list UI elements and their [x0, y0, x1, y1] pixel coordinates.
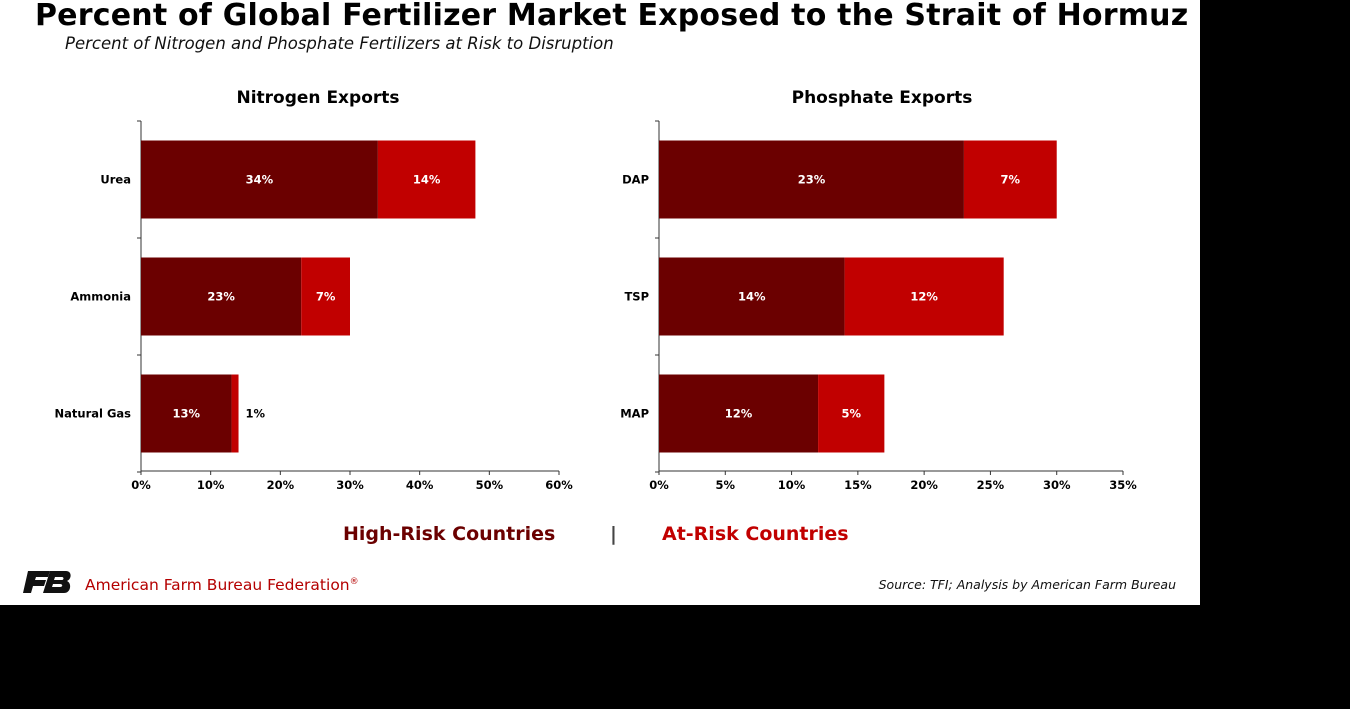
phosphate-x-tick-label: 35% [1109, 478, 1137, 492]
chart-panel: Percent of Global Fertilizer Market Expo… [0, 0, 1200, 605]
phosphate-x-tick-label: 0% [649, 478, 669, 492]
phosphate-category-label: TSP [624, 290, 649, 304]
nitrogen-x-tick-label: 30% [336, 478, 364, 492]
phosphate-x-tick-label: 30% [1043, 478, 1071, 492]
legend-at-risk: At-Risk Countries [662, 523, 849, 545]
registered-mark: ® [349, 576, 359, 587]
phosphate-x-tick-label: 15% [844, 478, 872, 492]
nitrogen-x-tick-label: 50% [476, 478, 504, 492]
nitrogen-category-label: Urea [100, 173, 131, 187]
phosphate-x-tick-label: 20% [910, 478, 938, 492]
nitrogen-category-label: Natural Gas [55, 407, 132, 421]
nitrogen-chart-title: Nitrogen Exports [236, 88, 399, 108]
phosphate-x-tick-label: 5% [716, 478, 736, 492]
phosphate-x-tick-label: 10% [778, 478, 806, 492]
page-title: Percent of Global Fertilizer Market Expo… [35, 0, 1189, 33]
phosphate-bar-at-risk [844, 257, 1004, 336]
phosphate-category-label: DAP [622, 173, 649, 187]
nitrogen-data-label: 1% [246, 407, 266, 421]
nitrogen-bar-high-risk [141, 140, 378, 219]
nitrogen-data-label: 34% [246, 173, 274, 187]
nitrogen-bar-high-risk [141, 374, 232, 453]
phosphate-bar-at-risk [818, 374, 885, 453]
source-note: Source: TFI; Analysis by American Farm B… [878, 577, 1176, 592]
phosphate-bar-high-risk [659, 140, 964, 219]
nitrogen-x-tick-label: 40% [406, 478, 434, 492]
org-name: American Farm Bureau Federation® [85, 576, 359, 594]
farm-bureau-logo-icon [23, 571, 71, 593]
phosphate-bar-high-risk [659, 374, 819, 453]
nitrogen-data-label: 13% [173, 407, 201, 421]
nitrogen-category-label: Ammonia [70, 290, 131, 304]
phosphate-x-tick-label: 25% [977, 478, 1005, 492]
legend-high-risk: High-Risk Countries [343, 523, 556, 545]
phosphate-chart-title: Phosphate Exports [792, 88, 973, 108]
phosphate-bar-high-risk [659, 257, 845, 336]
phosphate-data-label: 5% [841, 407, 861, 421]
nitrogen-bar-at-risk [377, 140, 476, 219]
nitrogen-x-tick-label: 20% [267, 478, 295, 492]
nitrogen-x-tick-label: 0% [131, 478, 151, 492]
phosphate-bar-at-risk [963, 140, 1057, 219]
nitrogen-bar-at-risk [301, 257, 350, 336]
phosphate-data-label: 12% [910, 290, 938, 304]
page-subtitle: Percent of Nitrogen and Phosphate Fertil… [65, 34, 614, 53]
phosphate-data-label: 23% [798, 173, 826, 187]
charts-canvas: Nitrogen Exports 0% 10% 20% 30% 40% 50% 60% Urea… [55, 88, 1138, 492]
nitrogen-bar-at-risk [231, 374, 239, 453]
phosphate-data-label: 7% [1001, 173, 1021, 187]
nitrogen-bar-high-risk [141, 257, 302, 336]
phosphate-category-label: MAP [620, 407, 649, 421]
nitrogen-x-tick-label: 10% [197, 478, 225, 492]
phosphate-data-label: 14% [738, 290, 766, 304]
nitrogen-data-label: 7% [316, 290, 336, 304]
legend-separator: | [610, 523, 617, 545]
nitrogen-x-tick-label: 60% [545, 478, 573, 492]
nitrogen-data-label: 14% [413, 173, 441, 187]
phosphate-data-label: 12% [725, 407, 753, 421]
nitrogen-data-label: 23% [207, 290, 235, 304]
